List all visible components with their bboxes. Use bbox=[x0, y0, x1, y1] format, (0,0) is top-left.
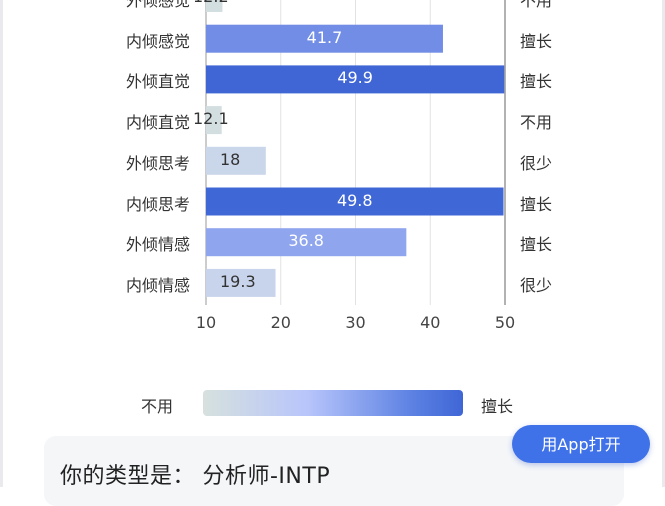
function-bar-chart: 1020304050外倾感觉12.2不用内倾感觉41.7擅长外倾直觉49.9擅长… bbox=[125, 0, 553, 332]
result-title: 你的类型是： 分析师-INTP bbox=[60, 464, 331, 489]
bar bbox=[206, 146, 266, 175]
value-label: 41.7 bbox=[306, 27, 343, 47]
x-tick-label: 20 bbox=[270, 313, 291, 332]
value-label: 12.2 bbox=[193, 0, 229, 6]
level-label: 擅长 bbox=[520, 235, 553, 255]
right-border bbox=[662, 0, 665, 487]
level-label: 擅长 bbox=[520, 72, 553, 92]
level-label: 很少 bbox=[520, 275, 553, 295]
color-legend: 不用 擅长 bbox=[0, 388, 665, 418]
value-label: 49.9 bbox=[337, 68, 373, 88]
x-tick-label: 50 bbox=[494, 313, 516, 332]
value-label: 12.1 bbox=[193, 109, 229, 129]
left-border bbox=[0, 0, 3, 487]
category-label: 外倾情感 bbox=[125, 235, 190, 255]
bar bbox=[206, 65, 505, 94]
level-label: 擅长 bbox=[520, 194, 553, 214]
open-in-app-button[interactable]: 用App打开 bbox=[512, 425, 650, 463]
bar bbox=[206, 24, 443, 53]
legend-gradient-bar bbox=[203, 390, 463, 416]
category-label: 内倾思考 bbox=[125, 194, 190, 214]
x-tick-label: 10 bbox=[195, 313, 217, 332]
bar bbox=[206, 0, 223, 12]
bar bbox=[206, 268, 276, 297]
level-label: 不用 bbox=[520, 113, 553, 133]
level-label: 很少 bbox=[520, 153, 553, 173]
value-label: 49.8 bbox=[336, 190, 373, 210]
value-label: 19.3 bbox=[220, 271, 256, 291]
category-label: 外倾感觉 bbox=[125, 0, 190, 10]
x-tick-label: 30 bbox=[345, 313, 366, 332]
legend-min-label: 不用 bbox=[141, 397, 174, 416]
level-label: 不用 bbox=[520, 0, 553, 10]
chart-canvas bbox=[205, 0, 506, 305]
category-label: 内倾直觉 bbox=[125, 113, 190, 133]
category-label: 内倾情感 bbox=[125, 275, 190, 295]
category-label: 内倾感觉 bbox=[125, 31, 190, 51]
category-label: 外倾思考 bbox=[125, 153, 190, 173]
value-label: 18 bbox=[220, 149, 241, 169]
bar bbox=[206, 106, 222, 135]
bar bbox=[206, 228, 407, 257]
bar bbox=[206, 187, 504, 216]
legend-max-label: 擅长 bbox=[481, 397, 514, 416]
level-label: 擅长 bbox=[520, 31, 553, 51]
category-label: 外倾直觉 bbox=[125, 72, 190, 92]
value-label: 36.8 bbox=[288, 231, 324, 251]
x-tick-label: 40 bbox=[420, 313, 441, 332]
